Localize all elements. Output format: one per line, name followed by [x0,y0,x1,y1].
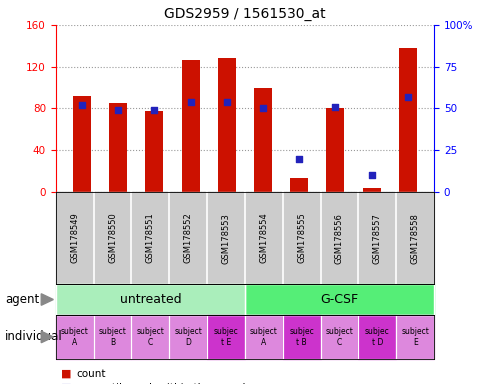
Text: subject
A: subject A [249,327,277,347]
Point [186,99,194,105]
Title: GDS2959 / 1561530_at: GDS2959 / 1561530_at [164,7,325,21]
Text: GSM178551: GSM178551 [146,213,154,263]
Text: percentile rank within the sample: percentile rank within the sample [76,383,252,384]
Point [331,104,339,110]
Text: subject
E: subject E [400,327,428,347]
Text: ■: ■ [60,383,71,384]
Text: untreated: untreated [119,293,181,306]
Text: agent: agent [5,293,39,306]
Point [403,94,411,100]
Bar [362,188,380,192]
Point [367,172,375,178]
Bar [398,48,416,192]
Bar [326,108,344,192]
Text: GSM178558: GSM178558 [410,213,419,263]
Point [295,156,302,162]
Bar [181,60,199,192]
Text: GSM178554: GSM178554 [259,213,268,263]
Text: count: count [76,369,106,379]
Text: GSM178552: GSM178552 [183,213,192,263]
Point [258,106,266,112]
Text: GSM178549: GSM178549 [70,213,79,263]
Bar [109,103,127,192]
Point [150,107,158,113]
Text: subject
B: subject B [98,327,126,347]
Text: GSM178557: GSM178557 [372,213,381,263]
Text: subject
C: subject C [325,327,353,347]
Text: individual: individual [5,331,62,343]
Bar [145,111,163,192]
Text: G-CSF: G-CSF [320,293,358,306]
Text: subject
A: subject A [60,327,89,347]
Bar [73,96,91,192]
Text: GSM178556: GSM178556 [334,213,343,263]
Text: GSM178550: GSM178550 [108,213,117,263]
Bar [217,58,235,192]
Text: subjec
t E: subjec t E [213,327,238,347]
Point [223,99,230,105]
Text: subjec
t B: subjec t B [288,327,314,347]
Point [114,107,122,113]
Point [78,102,86,108]
Text: subject
C: subject C [136,327,164,347]
Bar [289,179,308,192]
Text: ■: ■ [60,369,71,379]
Bar [254,88,272,192]
Text: GSM178555: GSM178555 [297,213,305,263]
Text: GSM178553: GSM178553 [221,213,230,263]
Text: subjec
t D: subjec t D [364,327,389,347]
Text: subject
D: subject D [174,327,202,347]
